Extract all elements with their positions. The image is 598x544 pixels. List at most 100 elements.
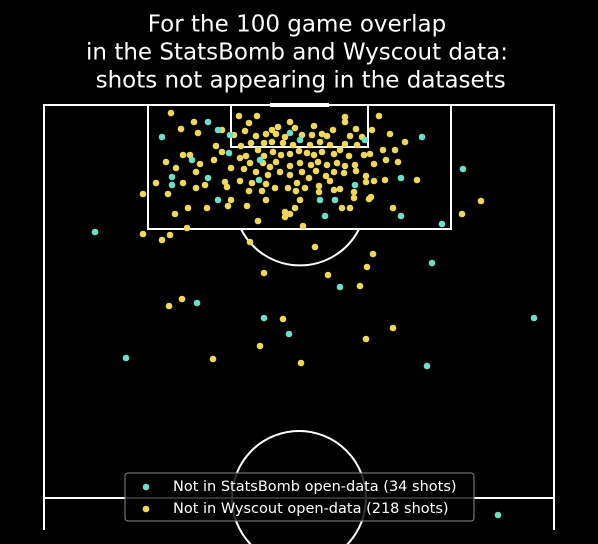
shot-point [243,202,251,210]
shot-point [253,112,261,120]
shot-point [286,210,294,218]
shot-point [301,184,309,192]
shot-point [315,188,323,196]
shot-point [194,129,202,137]
legend-label: Not in StatsBomb open-data (34 shots) [173,479,457,495]
shot-point [227,164,235,172]
legend-box [124,472,475,522]
shot-point [323,161,331,169]
shot-point [281,133,289,141]
shot-point [171,210,179,218]
shot-point [139,190,147,198]
shot-point [326,141,334,149]
shot-point [298,131,306,139]
shot-point [292,187,300,195]
shot-point [256,156,264,164]
shot-point [164,190,172,198]
shot-point [192,168,200,176]
shot-point [237,142,245,150]
shot-point [367,193,375,201]
shot-point [254,217,262,225]
shot-point [351,161,359,169]
shot-point [177,125,185,133]
shot-point [272,130,280,138]
shot-point [401,138,409,146]
shot-point [322,172,330,180]
shot-point [186,151,194,159]
shot-point [286,150,294,158]
shot-point [214,196,222,204]
shot-point [341,162,349,170]
shot-point [428,259,436,267]
chart-title: shots not appearing in the datasets [88,68,505,94]
shot-point [345,152,353,160]
shot-point [423,362,431,370]
shot-point [389,204,397,212]
shot-point [353,141,361,149]
shot-point [276,168,284,176]
shot-point [268,138,276,146]
shot-point [297,359,305,367]
shot-point [281,208,289,216]
shot-point [291,204,299,212]
shot-point [494,511,502,519]
shot-point [340,169,348,177]
shot-point [226,131,234,139]
shot-point [281,213,289,221]
shot-point [291,124,299,132]
shot-point [286,171,294,179]
shot-point [341,140,349,148]
shot-point [260,269,268,277]
shot-point [252,168,260,176]
shot-point [394,158,402,166]
shot-point [245,119,253,127]
shot-point [530,314,538,322]
shot-point [296,196,304,204]
marks [91,109,538,519]
shot-point [260,139,268,147]
shot-point [268,126,276,134]
shot-point [262,130,270,138]
shot-point [152,179,160,187]
shot-point [381,176,389,184]
shot-point [310,122,318,130]
shot-point [352,125,360,133]
shot-point [247,139,255,147]
shot-point [242,152,250,160]
chart-title: in the StatsBomb and Wyscout data: [86,40,508,66]
shot-point [314,158,322,166]
shot-point [266,163,274,171]
shot-point [210,156,218,164]
penalty-arc [240,228,360,267]
shot-point [260,152,268,160]
shot-point [315,182,323,190]
shot-point [284,184,292,192]
shot-point [225,149,233,157]
shot-point [223,183,231,191]
shot-point [338,204,346,212]
shot-point [346,204,354,212]
shot-point [289,141,297,149]
shot-point [188,156,196,164]
shot-point [321,212,329,220]
shot-point [272,158,280,166]
shot-point [264,171,272,179]
shot-point [333,159,341,167]
shot-point [204,174,212,182]
shot-point [329,126,337,134]
shot-point [168,173,176,181]
shot-point [459,165,467,173]
shot-point [308,131,316,139]
shot-point [196,160,204,168]
shot-point [379,146,387,154]
shot-point [477,197,485,205]
shot-point [350,194,358,202]
shot-point [362,178,370,186]
shot-point [178,295,186,303]
shot-point [324,271,332,279]
shot-point [336,283,344,291]
shot-point [192,184,200,192]
shot-point [179,151,187,159]
shot-point [168,181,176,189]
